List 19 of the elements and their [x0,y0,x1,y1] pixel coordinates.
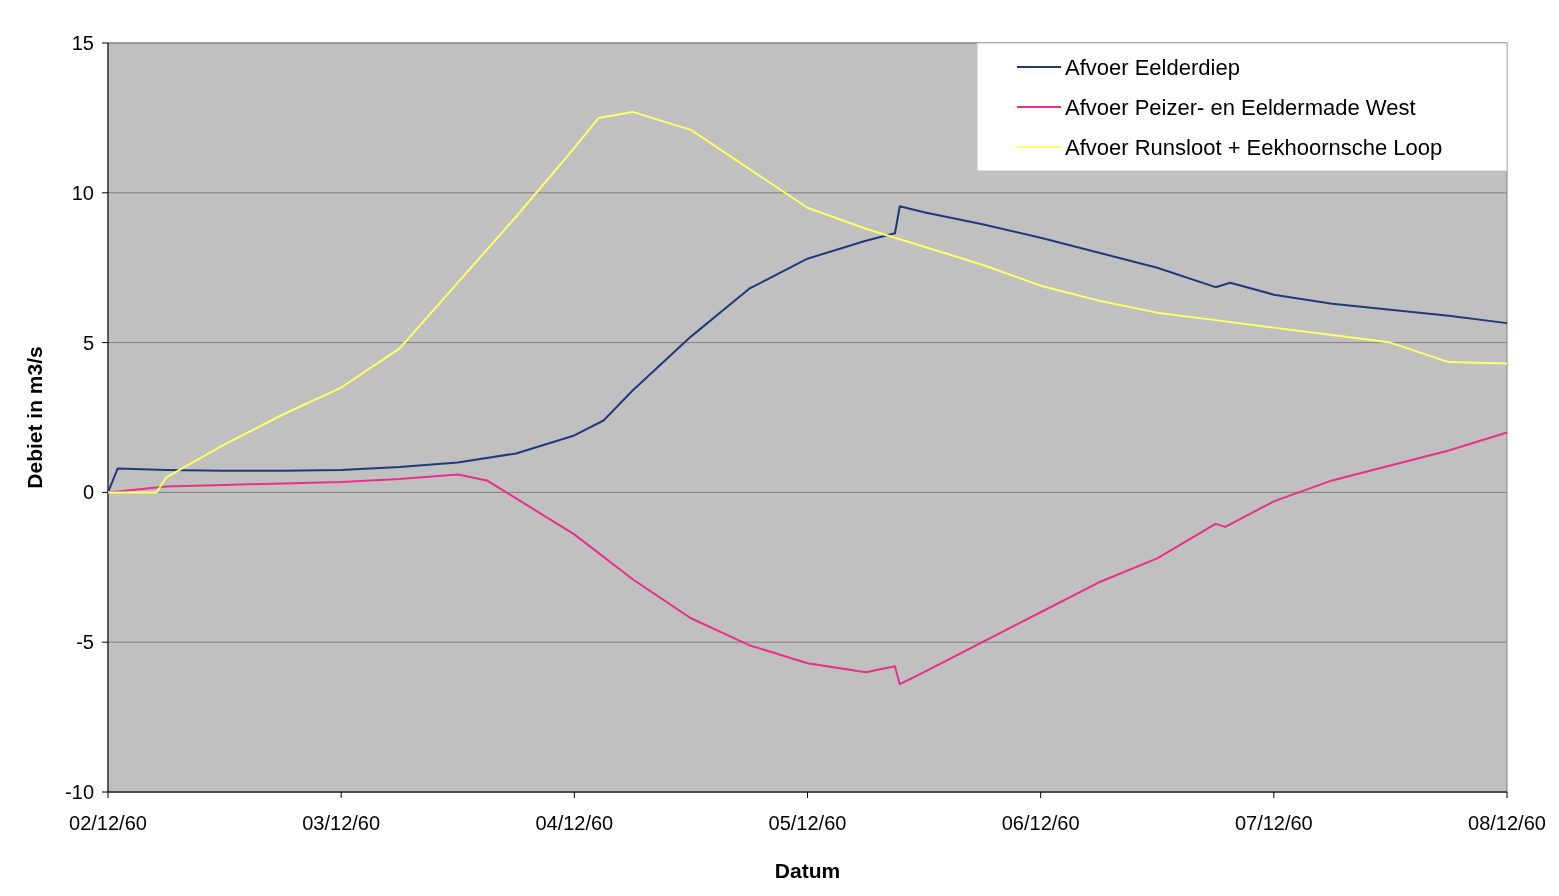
x-axis-title: Datum [774,859,841,882]
y-tick-label: -5 [76,631,94,654]
x-tick-label: 06/12/60 [1001,812,1080,834]
y-tick-label: 15 [71,32,94,54]
y-axis-title: Debiet in m3/s [23,346,46,489]
x-tick-label: 02/12/60 [69,812,147,834]
legend-label: Afvoer Eelderdiep [1065,54,1240,80]
y-tick-label: 5 [82,331,94,354]
x-tick-label: 04/12/60 [535,812,614,834]
y-tick-label: 10 [71,181,94,204]
x-tick-label: 05/12/60 [768,812,847,834]
x-tick-label: 07/12/60 [1234,812,1313,834]
legend-label: Afvoer Peizer- en Eeldermade West [1065,94,1416,120]
line-series [107,205,1508,494]
legend-label: Afvoer Runsloot + Eekhoornsche Loop [1065,134,1443,160]
x-tick-label: 03/12/60 [302,812,381,834]
y-tick-label: -10 [65,781,94,803]
y-tick-label: 0 [82,481,94,504]
x-tick-label: 08/12/60 [1468,812,1546,834]
